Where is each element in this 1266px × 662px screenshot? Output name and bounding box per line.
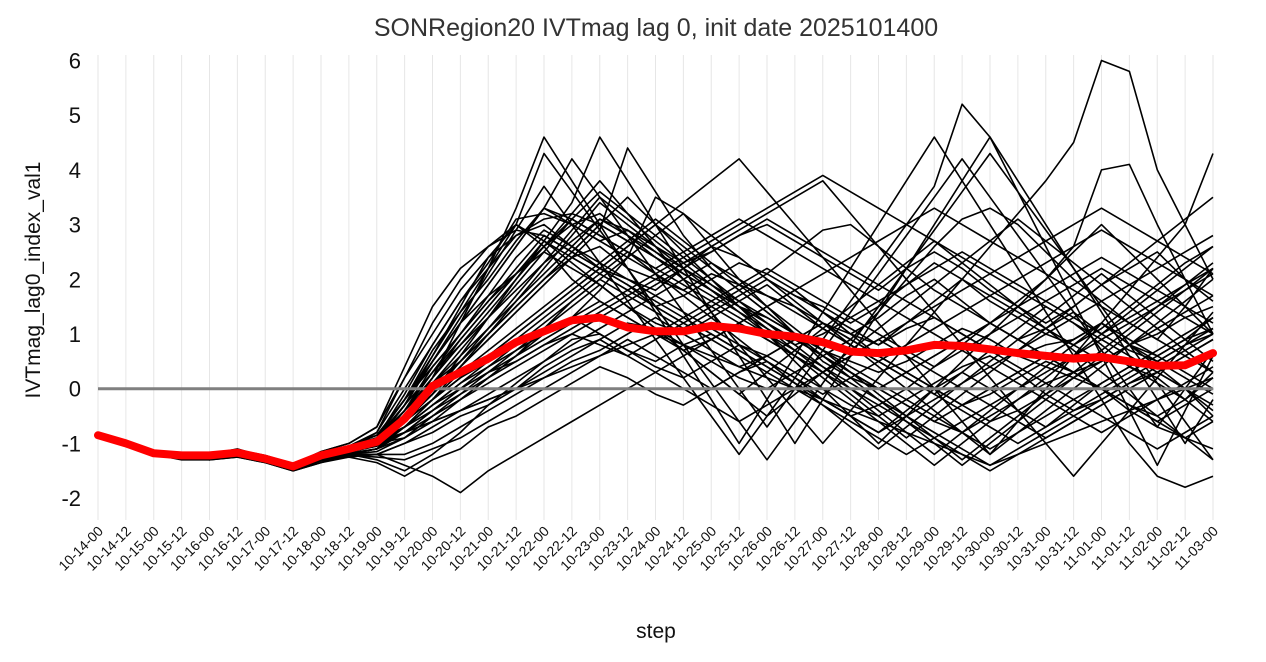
y-tick-label: 2 bbox=[69, 267, 81, 292]
y-tick-label: 0 bbox=[69, 377, 81, 402]
y-tick-label: 3 bbox=[69, 213, 81, 238]
x-tick-labels: 10-14-0010-14-1210-15-0010-15-1210-16-00… bbox=[55, 523, 1221, 574]
y-tick-label: -1 bbox=[61, 431, 81, 456]
y-tick-label: 6 bbox=[69, 48, 81, 73]
grid-layer bbox=[97, 55, 1214, 520]
y-tick-labels: -2 -1 0 1 2 3 4 5 6 bbox=[61, 48, 81, 511]
y-tick-label: 1 bbox=[69, 322, 81, 347]
chart-title: SONRegion20 IVTmag lag 0, init date 2025… bbox=[373, 14, 939, 42]
x-axis-title: step bbox=[636, 620, 676, 643]
y-tick-label: 4 bbox=[69, 158, 81, 183]
y-axis-title: IVTmag_lag0_index_val1 bbox=[22, 162, 45, 399]
ensemble-mean-line bbox=[94, 313, 1217, 471]
mean-layer bbox=[94, 313, 1217, 471]
y-tick-label: 5 bbox=[69, 103, 81, 128]
y-tick-label: -2 bbox=[61, 486, 81, 511]
ensemble-member-line bbox=[97, 316, 1214, 472]
